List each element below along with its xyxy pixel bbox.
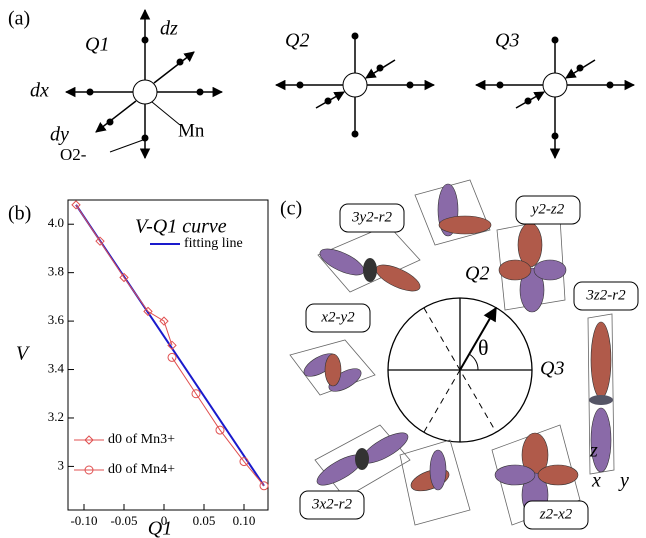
x-tick-label: 0.10 <box>233 513 256 528</box>
orbital-label: x2-y2 <box>320 309 355 325</box>
axis-z: z <box>589 440 598 462</box>
panel-label: (a) <box>8 8 30 30</box>
axis-x: x <box>591 470 601 492</box>
mn-label: Mn <box>178 120 205 141</box>
panel-c: (c) Q2 Q3 θ 3y2-r2 y2-z2 3z2-r2 x2-y2 3x2-r2… <box>280 180 638 529</box>
q1-label: Q1 <box>85 34 109 56</box>
annotation: V-Q1 curve <box>135 216 227 238</box>
x-tick-label: 0 <box>161 513 168 528</box>
dy-label: dy <box>50 124 69 146</box>
y-axis-label: V <box>16 343 31 365</box>
orbital-label: 3z2-r2 <box>585 287 626 303</box>
q2-label: Q2 <box>285 30 309 52</box>
dx-label: dx <box>30 80 49 102</box>
x-tick-label: -0.05 <box>110 513 137 528</box>
q3-axis-label: Q3 <box>540 358 564 380</box>
figure: (a) Q1 dz dx dy O2- Mn Q2 Q3 (b) V Q1 V-… <box>0 0 646 538</box>
q3-label: Q3 <box>495 30 519 52</box>
x-tick-label: -0.10 <box>70 513 97 528</box>
legend-label: d0 of Mn4+ <box>108 462 175 477</box>
panel-label: (c) <box>280 198 302 220</box>
legend-label: fitting line <box>184 236 243 251</box>
oxygen-label: O2- <box>60 145 87 164</box>
panel-label: (b) <box>8 203 31 225</box>
y-tick-label: 3.6 <box>48 312 65 327</box>
theta-label: θ <box>478 335 489 360</box>
panel-a: (a) Q1 dz dx dy O2- Mn Q2 Q3 <box>8 8 634 164</box>
dz-label: dz <box>160 18 178 40</box>
y-tick-label: 3.8 <box>48 264 64 279</box>
y-tick-label: 4.0 <box>48 215 64 230</box>
orbital-label: y2-z2 <box>530 201 565 217</box>
y-tick-label: 3 <box>58 457 65 472</box>
y-tick-label: 3.4 <box>48 361 65 376</box>
legend-label: d0 of Mn3+ <box>108 432 175 447</box>
orbital-label: 3y2-r2 <box>351 209 392 225</box>
x-tick-label: 0.05 <box>193 513 216 528</box>
orbital-label: 3x2-r2 <box>311 496 352 512</box>
q2-axis-label: Q2 <box>465 263 489 285</box>
axis-y: y <box>618 470 629 492</box>
y-tick-label: 3.2 <box>48 409 64 424</box>
panel-b: (b) V Q1 V-Q1 curve 33.23.43.63.84.0-0.1… <box>8 200 268 538</box>
orbital-label: z2-x2 <box>539 506 573 522</box>
